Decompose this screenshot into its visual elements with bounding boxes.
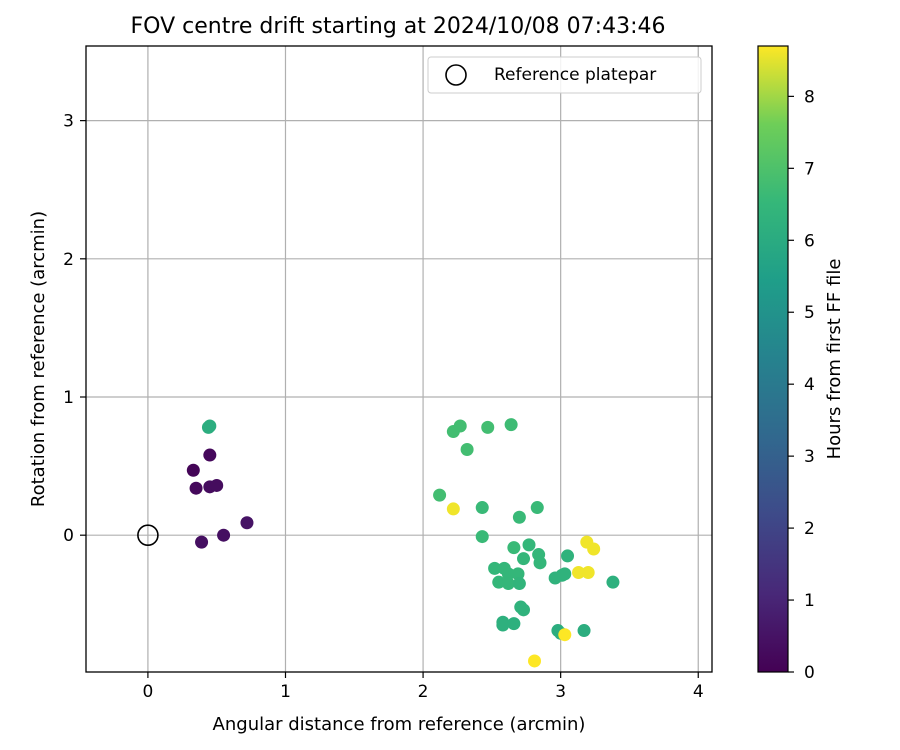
- data-point: [240, 516, 254, 530]
- colorbar-tick-label: 7: [804, 159, 815, 179]
- data-point: [446, 502, 460, 516]
- x-tick-label: 2: [418, 682, 429, 702]
- data-point: [512, 577, 526, 591]
- y-tick-label: 1: [63, 388, 74, 408]
- x-tick-label: 3: [555, 682, 566, 702]
- data-point: [210, 478, 224, 492]
- data-point: [577, 624, 591, 638]
- colorbar-tick-label: 2: [804, 519, 815, 539]
- colorbar-ticks: 0 1 2 3 4 5 6 7 8: [788, 87, 815, 683]
- colorbar-tick-label: 3: [804, 447, 815, 467]
- colorbar-tick-label: 5: [804, 303, 815, 323]
- data-point: [533, 556, 547, 570]
- data-point: [561, 549, 575, 563]
- data-point: [203, 448, 217, 462]
- legend-box: [427, 56, 702, 94]
- legend-entry-reference: Reference platepar: [494, 65, 656, 85]
- y-tick-label: 3: [63, 112, 74, 132]
- data-point: [203, 419, 217, 433]
- data-point: [558, 628, 572, 642]
- colorbar-tick-label: 6: [804, 231, 815, 251]
- colorbar-tick-label: 4: [804, 375, 815, 395]
- y-tick-label: 2: [63, 250, 74, 270]
- data-point: [501, 567, 515, 581]
- x-tick-label: 0: [142, 682, 153, 702]
- data-point: [587, 542, 601, 556]
- reference-platepar-marker: [137, 524, 159, 546]
- legend: Reference platepar: [427, 56, 702, 94]
- colorbar-tick-label: 8: [804, 87, 815, 107]
- chart-title: FOV centre drift starting at 2024/10/08 …: [131, 14, 666, 39]
- y-axis-label: Rotation from reference (arcmin): [28, 211, 49, 507]
- legend-marker-reference: [445, 64, 467, 86]
- data-point: [517, 603, 531, 617]
- data-point: [195, 535, 209, 549]
- data-point: [488, 561, 502, 575]
- data-point: [507, 541, 521, 555]
- data-point: [572, 566, 586, 580]
- x-tick-label: 1: [280, 682, 291, 702]
- data-point: [517, 552, 531, 566]
- data-point: [481, 420, 495, 434]
- data-point: [558, 567, 572, 581]
- data-point: [606, 575, 620, 589]
- data-point: [581, 566, 595, 580]
- x-axis-label: Angular distance from reference (arcmin): [213, 714, 586, 735]
- data-point: [496, 618, 510, 632]
- y-tick-label: 0: [63, 526, 74, 546]
- data-point: [501, 577, 515, 591]
- plot-frame: [85, 45, 713, 673]
- data-point: [528, 654, 542, 668]
- data-point: [217, 528, 231, 542]
- data-point: [507, 617, 521, 631]
- data-point: [492, 575, 506, 589]
- colorbar: 0 1 2 3 4 5 6 7 8 Hours from first FF file: [757, 45, 845, 683]
- data-point: [512, 510, 526, 524]
- colorbar-tick-label: 0: [804, 663, 815, 683]
- axis-ticks: 0 1 2 3 4 0 1 2 3: [63, 112, 703, 702]
- data-point: [189, 481, 203, 495]
- x-tick-label: 4: [693, 682, 704, 702]
- data-points: [137, 418, 620, 668]
- colorbar-tick-label: 1: [804, 591, 815, 611]
- colorbar-label: Hours from first FF file: [824, 259, 845, 460]
- data-point: [475, 530, 489, 544]
- data-point: [504, 418, 518, 432]
- data-point: [530, 501, 544, 515]
- data-point: [186, 463, 200, 477]
- data-point: [475, 501, 489, 515]
- colorbar-gradient: [757, 45, 789, 673]
- grid-lines: [86, 46, 712, 672]
- data-point: [453, 419, 467, 433]
- data-point: [433, 488, 447, 502]
- data-point: [460, 443, 474, 457]
- data-point: [522, 538, 536, 552]
- data-point: [511, 567, 525, 581]
